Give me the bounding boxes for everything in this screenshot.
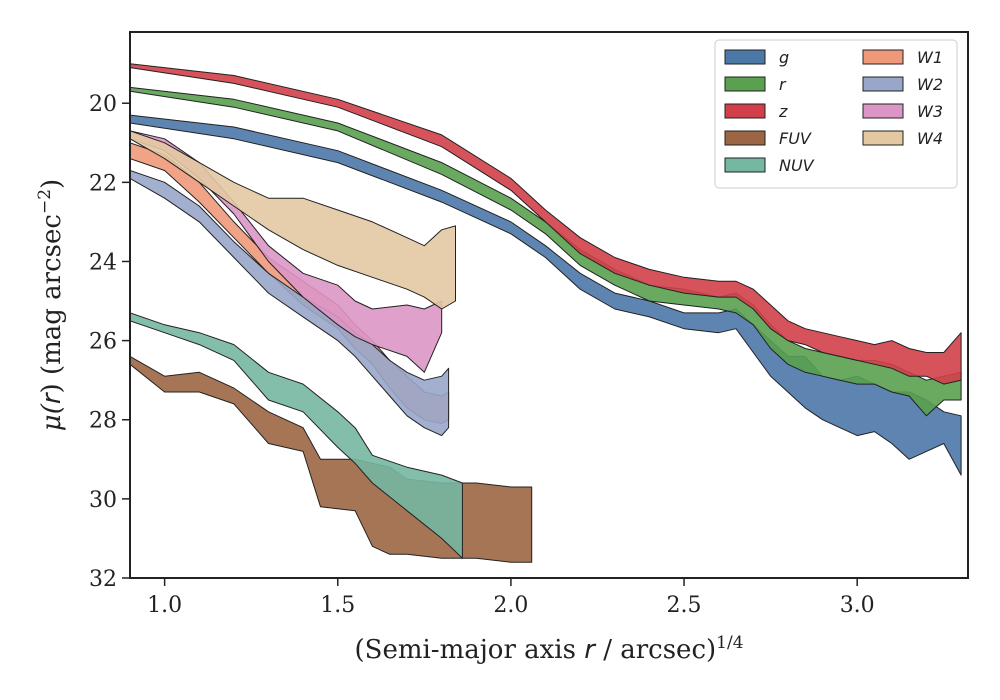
legend-label-NUV: NUV [779,156,815,175]
x-axis-label: (Semi-major axis r / arcsec)1/4 [354,633,743,665]
legend-swatch-W2 [862,76,904,92]
legend-label-z: z [778,102,788,121]
band-z [130,63,962,385]
band-g [130,114,962,476]
legend-swatch-W3 [862,103,904,119]
legend-swatch-r [724,76,766,92]
y-axis-ticks: 20 22 24 26 28 30 32 [89,92,130,592]
legend: grz FUV NUV W1 W2 W3 W4 [714,39,958,189]
y-tick-label: 24 [89,250,117,275]
plot-frame [129,31,969,579]
legend-label-W4: W4 [917,129,943,148]
legend-label-W2: W2 [917,75,943,94]
x-tick-label: 2.0 [493,593,528,618]
legend-swatch-W4 [862,130,904,146]
y-tick-label: 26 [89,330,117,355]
band-NUV [130,312,463,559]
band-W2 [130,170,450,437]
legend-swatch-z [724,103,766,119]
legend-label-W3: W3 [917,102,943,121]
x-tick-label: 1.5 [320,593,355,618]
legend-label-g: g [779,48,789,67]
legend-swatch-NUV [724,157,766,173]
band-W4 [130,130,456,310]
y-tick-label: 20 [89,92,117,117]
y-axis-label: μ(r) (mag arcsec−2) [35,179,67,431]
y-tick-label: 28 [89,409,117,434]
legend-swatch-FUV [724,130,766,146]
y-tick-label: 22 [89,171,117,196]
legend-label-W1: W1 [917,48,943,67]
band-layer [130,63,962,563]
legend-swatch-W1 [862,49,904,65]
x-tick-label: 1.0 [147,593,182,618]
y-tick-label: 30 [89,488,117,513]
y-tick-label: 32 [89,567,117,592]
band-W3 [130,130,443,373]
x-tick-label: 3.0 [840,593,875,618]
legend-swatch-g [724,49,766,65]
x-tick-label: 2.5 [667,593,702,618]
legend-label-FUV: FUV [779,129,812,148]
legend-label-r: r [779,75,787,94]
x-axis-ticks: 1.0 1.5 2.0 2.5 3.0 [147,578,875,618]
